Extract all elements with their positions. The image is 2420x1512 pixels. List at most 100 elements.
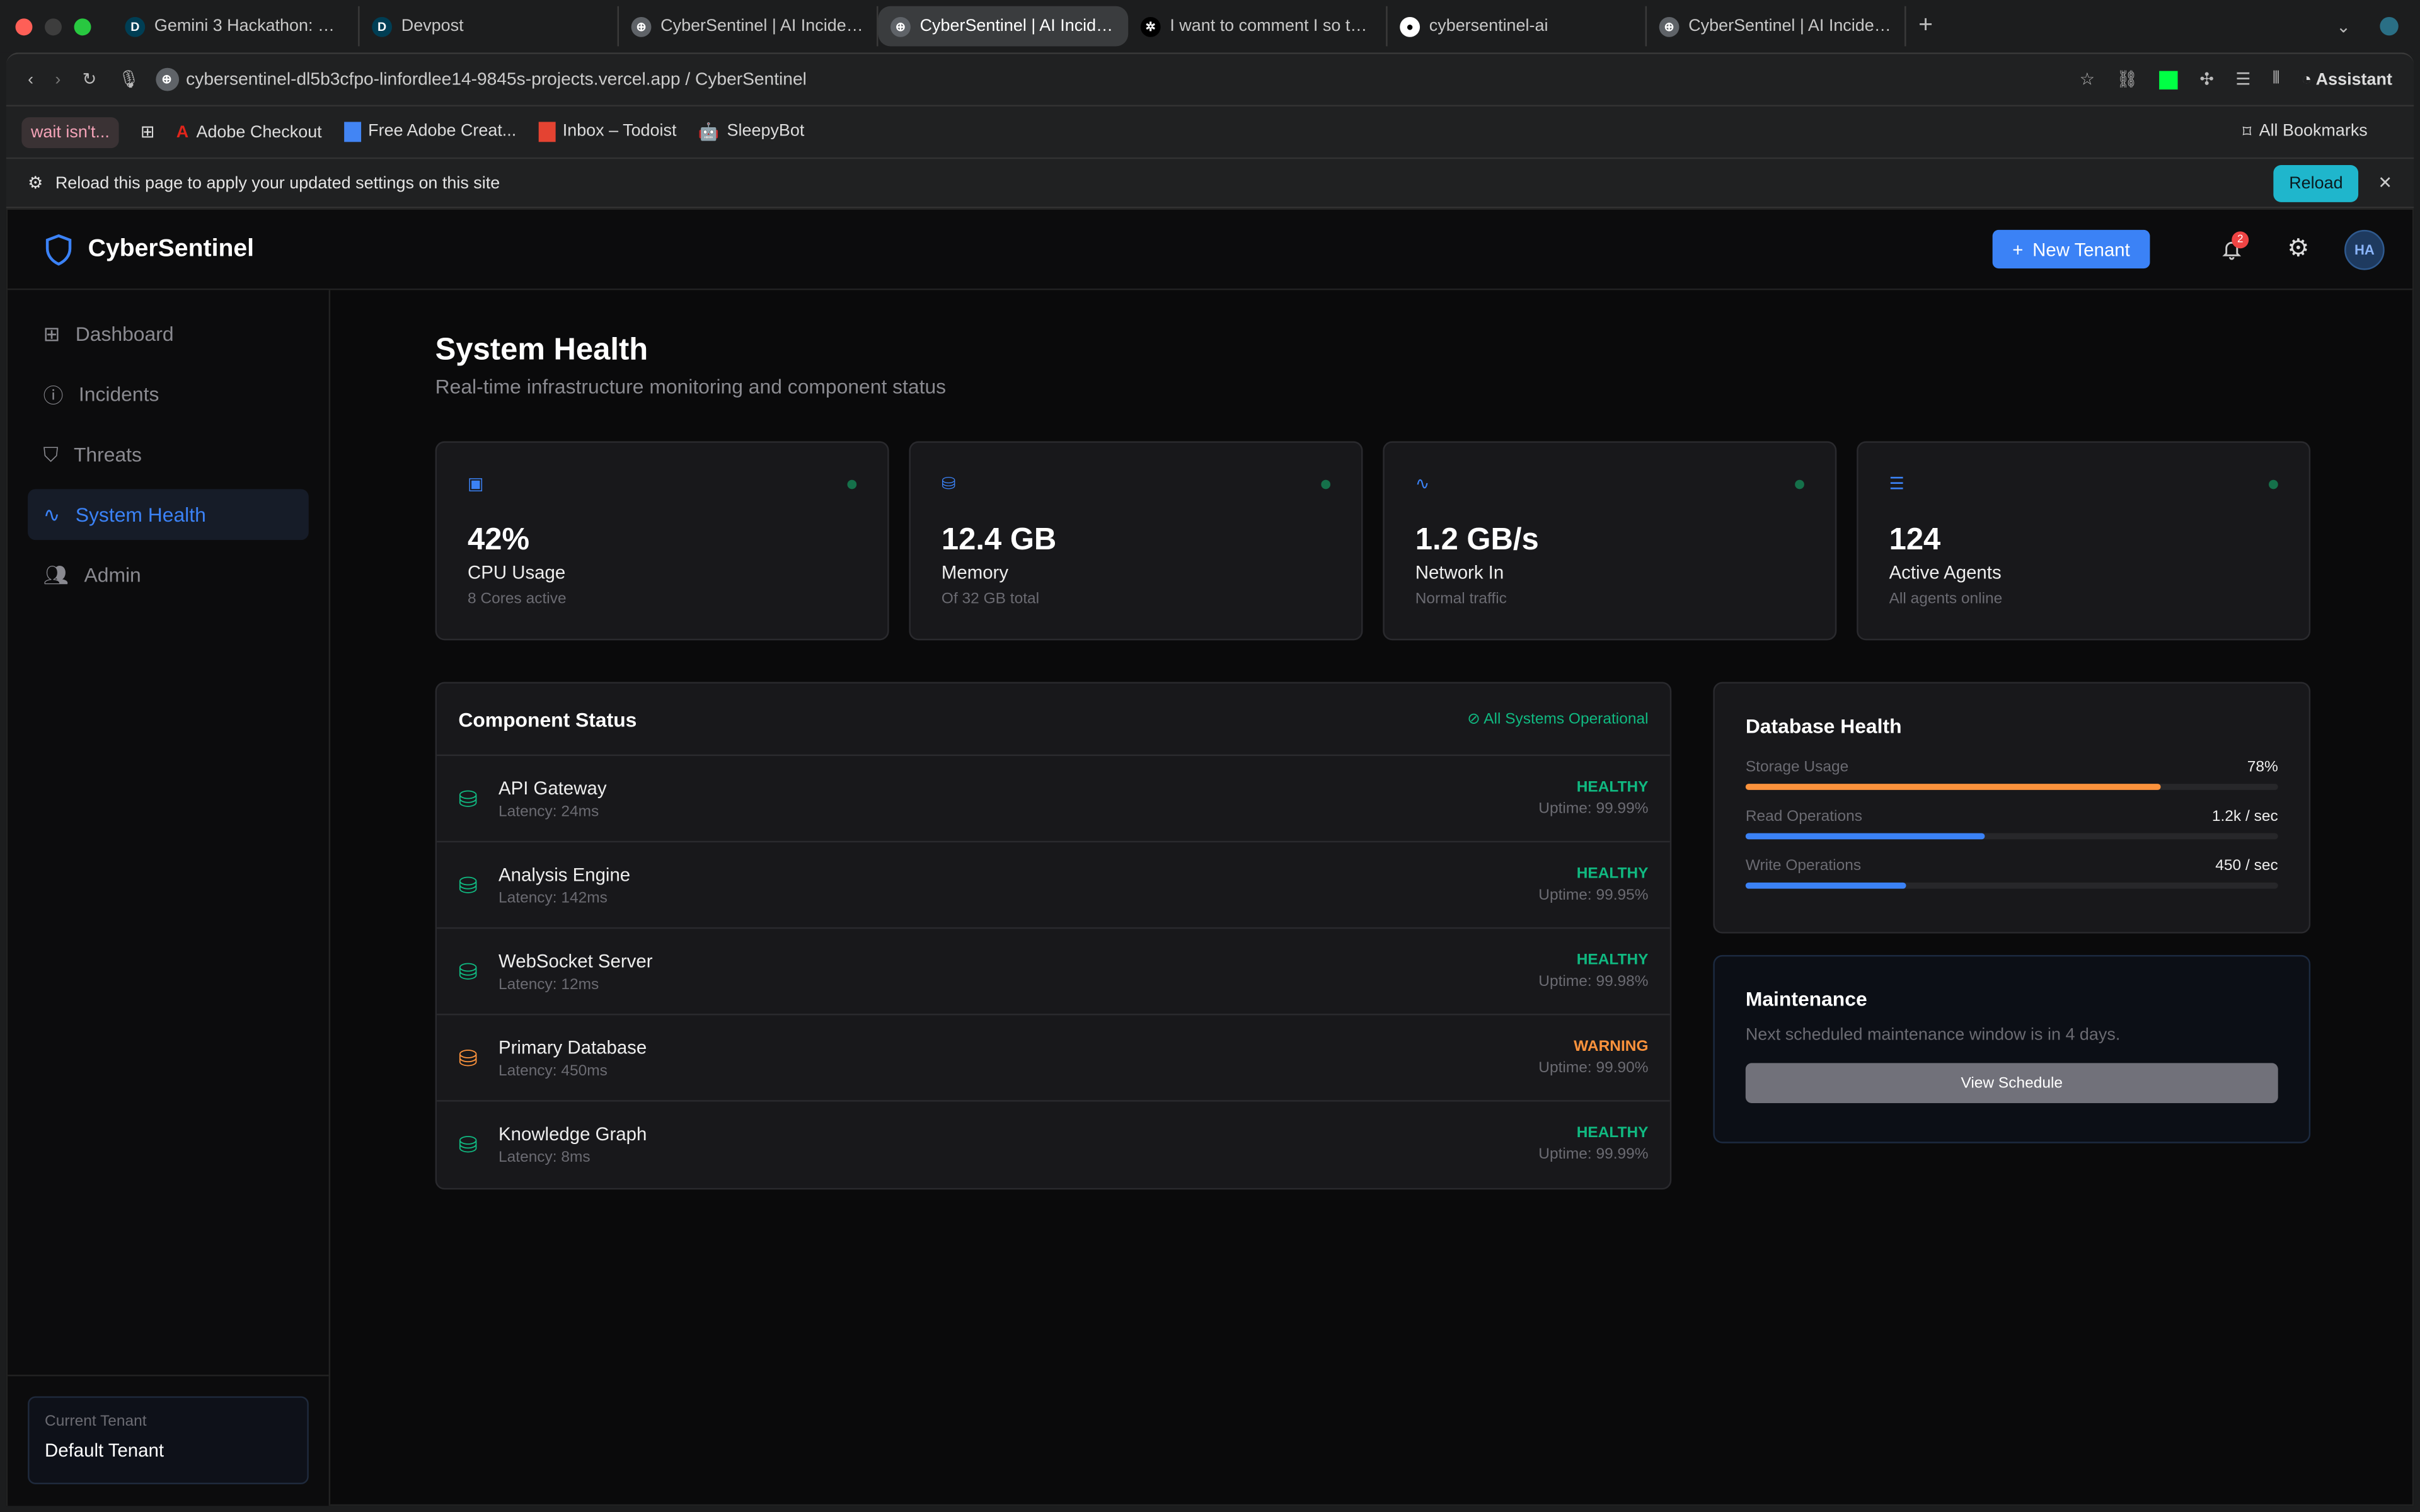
url-text[interactable]: cybersentinel-dl5b3cfpo-linfordlee14-984…: [186, 70, 807, 89]
component-row[interactable]: ⛁ WebSocket Server Latency: 12ms HEALTHY U…: [437, 927, 1670, 1014]
browser-tab[interactable]: ⊕ CyberSentinel | AI Incident R: [619, 6, 879, 47]
notification-badge: 2: [2232, 231, 2249, 249]
new-tenant-label: New Tenant: [2032, 238, 2130, 260]
sidebar-item-threats[interactable]: ⛉ Threats: [28, 429, 309, 480]
tab-search-chevron-icon[interactable]: ⌄: [2336, 18, 2351, 37]
reload-button[interactable]: Reload: [2273, 164, 2359, 202]
bookmark-todoist[interactable]: Inbox – Todoist: [538, 122, 676, 142]
openai-icon: ✲: [1140, 16, 1161, 37]
sidebar-item-incidents[interactable]: ⓘ Incidents: [28, 369, 309, 420]
metric-value: 1.2k / sec: [2211, 808, 2278, 826]
close-icon[interactable]: ✕: [2378, 174, 2392, 193]
component-uptime: Uptime: 99.95%: [1538, 887, 1649, 905]
operational-label: All Systems Operational: [1484, 710, 1649, 728]
shield-alert-icon: ⛉: [43, 442, 59, 466]
close-window-button[interactable]: [15, 18, 33, 35]
component-status-panel: Component Status ⊘ All Systems Operation…: [435, 682, 1672, 1190]
bookmark-adobe[interactable]: A Adobe Checkout: [176, 123, 322, 141]
sidebar-item-system-health[interactable]: ∿ System Health: [28, 489, 309, 541]
adobe-icon: A: [176, 122, 189, 142]
new-tenant-button[interactable]: + New Tenant: [1992, 229, 2150, 269]
profile-icon[interactable]: [2380, 16, 2399, 36]
component-row[interactable]: ⛁ Analysis Engine Latency: 142ms HEALTHY U…: [437, 840, 1670, 927]
audio-wave-icon[interactable]: ⦀: [2272, 69, 2280, 88]
browser-tab-active[interactable]: ⊕ CyberSentinel | AI Incident R: [878, 6, 1129, 47]
browser-tab[interactable]: ⊕ CyberSentinel | AI Incident R: [1647, 6, 1906, 47]
stat-label: CPU Usage: [468, 561, 566, 583]
globe-icon: ⊕: [890, 16, 911, 37]
window-controls: [15, 18, 91, 35]
reload-icon[interactable]: ↻: [82, 71, 97, 90]
extension-icon[interactable]: [2159, 70, 2179, 89]
tab-label: I want to comment I so the h: [1170, 16, 1374, 36]
tab-label: CyberSentinel | AI Incident R: [660, 16, 865, 36]
app-window: CyberSentinel + New Tenant 2 ⚙ HA ⊞ Dashbo…: [6, 208, 2414, 1506]
gear-icon: ⚙: [28, 174, 43, 193]
microphone-icon[interactable]: 🎙: [118, 71, 140, 90]
settings-gear-icon[interactable]: ⚙: [2287, 236, 2310, 263]
hard-drive-icon: ⛁: [941, 475, 956, 494]
nav-label: Dashboard: [75, 322, 174, 346]
metric-progress-fill: [1745, 784, 2161, 790]
stat-sub: All agents online: [1889, 590, 2003, 608]
database-icon: ⛁: [458, 786, 478, 813]
shield-icon: [45, 234, 72, 266]
assistant-button[interactable]: ◔ Assistant: [2301, 70, 2392, 89]
metric-progress-bar: [1745, 882, 2278, 889]
assistant-label: Assistant: [2315, 70, 2392, 89]
minimize-window-button[interactable]: [45, 18, 62, 35]
link-icon[interactable]: ⛓: [2116, 71, 2138, 90]
component-row[interactable]: ⛁ Primary Database Latency: 450ms WARNING…: [437, 1013, 1670, 1100]
view-schedule-button[interactable]: View Schedule: [1745, 1063, 2278, 1104]
tenant-selector[interactable]: Current Tenant Default Tenant: [28, 1396, 309, 1484]
github-icon: ●: [1400, 16, 1420, 37]
all-bookmarks-button[interactable]: ⌑ All Bookmarks: [2243, 122, 2368, 142]
metric-value: 450 / sec: [2215, 857, 2278, 875]
browser-tab[interactable]: D Devpost: [360, 6, 619, 47]
component-name: Knowledge Graph: [498, 1122, 647, 1144]
stat-value: 12.4 GB: [941, 523, 1057, 558]
brand-logo[interactable]: CyberSentinel: [42, 231, 254, 268]
database-health-panel: Database Health Storage Usage 78% Read Ope…: [1713, 682, 2311, 934]
site-info-icon[interactable]: ⊕: [155, 67, 178, 91]
apps-grid-icon[interactable]: ⊞: [140, 123, 155, 142]
bookmark-sleepybot[interactable]: 🤖 SleepyBot: [698, 122, 805, 142]
menu-lines-icon[interactable]: ☰: [2235, 71, 2251, 90]
browser-tab[interactable]: ✲ I want to comment I so the h: [1128, 6, 1388, 47]
nav-label: Incidents: [78, 382, 159, 406]
database-icon: ⛁: [458, 959, 478, 985]
bookmark-label: SleepyBot: [727, 122, 805, 140]
sidebar-item-admin[interactable]: 👥︎ Admin: [28, 549, 309, 600]
bookmark-chip[interactable]: wait isn't...: [21, 116, 119, 147]
stat-value: 1.2 GB/s: [1415, 523, 1539, 558]
new-tab-button[interactable]: +: [1918, 12, 1933, 39]
devpost-icon: D: [372, 16, 393, 37]
panel-title: Maintenance: [1745, 987, 1867, 1011]
puzzle-icon[interactable]: ✣: [2199, 71, 2214, 90]
nav-label: Admin: [84, 563, 141, 587]
globe-icon: ⊕: [631, 16, 652, 37]
avatar[interactable]: HA: [2344, 229, 2385, 270]
browser-tab[interactable]: D Gemini 3 Hackathon: Build w: [113, 6, 360, 47]
metric-progress-fill: [1745, 833, 1986, 840]
status-badge: HEALTHY: [1576, 952, 1649, 969]
component-row[interactable]: ⛁ Knowledge Graph Latency: 8ms HEALTHY Upt…: [437, 1100, 1670, 1186]
maximize-window-button[interactable]: [74, 18, 91, 35]
notifications-button[interactable]: 2: [2221, 231, 2249, 262]
bookmark-folder-icon: ⌑: [2242, 123, 2252, 142]
bookmark-label: Free Adobe Creat...: [368, 122, 517, 140]
sidebar-item-dashboard[interactable]: ⊞ Dashboard: [28, 309, 309, 360]
stat-value: 42%: [468, 523, 530, 558]
tenant-label: Current Tenant: [45, 1413, 147, 1431]
url-field[interactable]: ⊕ cybersentinel-dl5b3cfpo-linfordlee14-98…: [155, 67, 807, 91]
db-metric: Write Operations 450 / sec: [1745, 857, 2278, 889]
users-icon: 👥︎: [43, 562, 69, 586]
star-icon[interactable]: ☆: [2079, 71, 2095, 90]
forward-icon[interactable]: ›: [55, 70, 61, 89]
tenant-value: Default Tenant: [45, 1439, 164, 1462]
component-row[interactable]: ⛁ API Gateway Latency: 24ms HEALTHY Uptime…: [437, 754, 1670, 841]
status-badge: HEALTHY: [1576, 779, 1649, 796]
bookmark-docs[interactable]: Free Adobe Creat...: [343, 122, 516, 142]
back-icon[interactable]: ‹: [28, 70, 34, 89]
browser-tab[interactable]: ● cybersentinel-ai: [1388, 6, 1647, 47]
